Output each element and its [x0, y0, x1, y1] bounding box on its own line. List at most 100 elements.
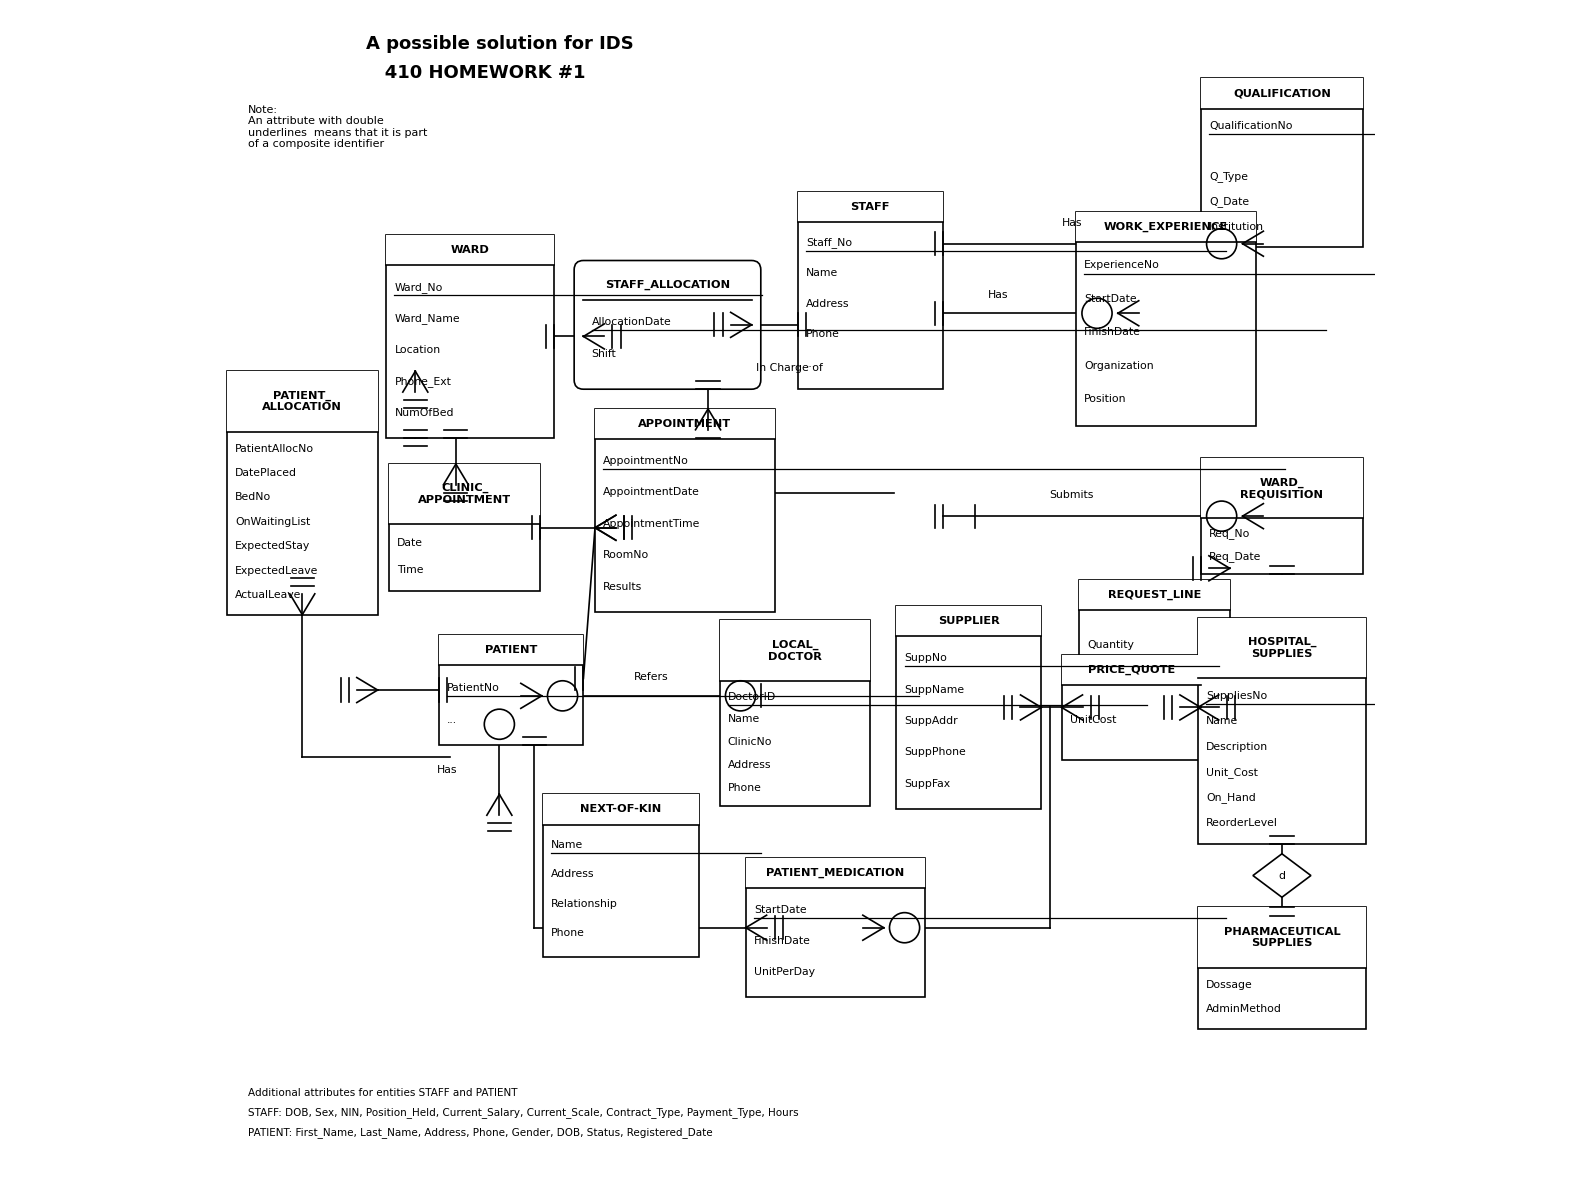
Text: Phone_Ext: Phone_Ext	[394, 376, 452, 387]
Bar	[1080, 580, 1229, 610]
Bar	[1197, 907, 1366, 1029]
Text: BedNo: BedNo	[235, 492, 272, 503]
Bar	[439, 635, 584, 665]
Text: Req_No: Req_No	[1208, 529, 1250, 539]
Text: ExpectedLeave: ExpectedLeave	[235, 565, 318, 576]
Bar	[1062, 655, 1200, 759]
Text: Refers: Refers	[634, 672, 669, 683]
Text: SuppAddr: SuppAddr	[905, 716, 959, 726]
Text: Shift: Shift	[591, 349, 617, 360]
Bar	[542, 795, 700, 825]
Bar	[390, 464, 541, 524]
Text: PATIENT: PATIENT	[485, 645, 537, 655]
Text: SUPPLIER: SUPPLIER	[938, 616, 1000, 626]
Text: Time: Time	[398, 565, 425, 575]
Bar	[798, 192, 943, 388]
Text: Name: Name	[806, 269, 838, 278]
Text: PATIENT: First_Name, Last_Name, Address, Phone, Gender, DOB, Status, Registered_: PATIENT: First_Name, Last_Name, Address,…	[248, 1127, 712, 1138]
Bar	[897, 606, 1041, 809]
Text: 410 HOMEWORK #1: 410 HOMEWORK #1	[366, 64, 585, 82]
Text: SuppFax: SuppFax	[905, 778, 951, 789]
Text: Additional attributes for entities STAFF and PATIENT: Additional attributes for entities STAFF…	[248, 1087, 517, 1098]
Text: OnWaitingList: OnWaitingList	[235, 517, 310, 526]
Text: LOCAL_
DOCTOR: LOCAL_ DOCTOR	[768, 640, 822, 661]
Bar	[595, 409, 774, 439]
Text: DatePlaced: DatePlaced	[235, 468, 297, 478]
Text: Description: Description	[1205, 742, 1269, 751]
Text: Note:
An attribute with double
underlines  means that it is part
of a composite : Note: An attribute with double underline…	[248, 104, 428, 149]
Bar	[1076, 212, 1256, 243]
Text: Name: Name	[1205, 716, 1239, 726]
Text: FinishDate: FinishDate	[1084, 328, 1142, 337]
Bar	[746, 858, 925, 888]
Bar	[439, 635, 584, 745]
Text: PatientAllocNo: PatientAllocNo	[235, 444, 315, 453]
Text: Q_Type: Q_Type	[1208, 170, 1248, 182]
Text: StartDate: StartDate	[754, 905, 806, 916]
Text: RoomNo: RoomNo	[603, 550, 649, 561]
Text: Address: Address	[806, 298, 849, 309]
Text: ...: ...	[806, 360, 816, 369]
Bar	[1197, 618, 1366, 678]
Text: Has: Has	[987, 290, 1008, 299]
Text: CLINIC_
APPOINTMENT: CLINIC_ APPOINTMENT	[418, 483, 510, 505]
Text: Unit_Cost: Unit_Cost	[1205, 767, 1258, 777]
Text: Has: Has	[1062, 218, 1083, 228]
Bar	[1200, 78, 1363, 246]
Text: NEXT-OF-KIN: NEXT-OF-KIN	[580, 804, 661, 814]
Text: ReorderLevel: ReorderLevel	[1205, 819, 1278, 828]
Text: Dossage: Dossage	[1205, 980, 1253, 990]
Text: HOSPITAL_
SUPPLIES: HOSPITAL_ SUPPLIES	[1248, 636, 1317, 659]
Text: SuppPhone: SuppPhone	[905, 748, 967, 757]
Text: Name: Name	[552, 840, 584, 851]
Bar	[542, 795, 700, 957]
Text: StartDate: StartDate	[1084, 293, 1137, 304]
Bar	[1080, 580, 1229, 684]
Text: Phone: Phone	[728, 783, 762, 793]
Text: Has: Has	[437, 764, 458, 775]
Text: APPOINTMENT: APPOINTMENT	[638, 419, 731, 429]
Text: Institution: Institution	[1208, 221, 1264, 232]
Text: Ward_No: Ward_No	[394, 282, 444, 292]
Text: FinishDate: FinishDate	[754, 936, 811, 946]
Text: AppointmentTime: AppointmentTime	[603, 519, 701, 529]
Text: ExpectedStay: ExpectedStay	[235, 542, 310, 551]
Text: d: d	[1278, 871, 1285, 880]
Text: Relationship: Relationship	[552, 899, 619, 909]
Text: AdminMethod: AdminMethod	[1205, 1004, 1282, 1015]
Text: ClinicNo: ClinicNo	[728, 737, 773, 748]
Text: STAFF_ALLOCATION: STAFF_ALLOCATION	[604, 279, 730, 290]
Bar	[798, 192, 943, 221]
Text: STAFF: STAFF	[851, 201, 890, 212]
Text: On_Hand: On_Hand	[1205, 793, 1256, 803]
Text: AppointmentNo: AppointmentNo	[603, 455, 688, 466]
Text: PRICE_QUOTE: PRICE_QUOTE	[1088, 665, 1175, 675]
Text: In Charge of: In Charge of	[755, 363, 822, 374]
Bar	[1076, 212, 1256, 426]
Text: QUALIFICATION: QUALIFICATION	[1232, 89, 1331, 98]
Text: A possible solution for IDS: A possible solution for IDS	[366, 35, 634, 53]
Bar	[746, 858, 925, 997]
Text: Date: Date	[398, 538, 423, 548]
Bar	[584, 270, 752, 300]
Text: PATIENT_MEDICATION: PATIENT_MEDICATION	[766, 868, 905, 878]
Text: QualificationNo: QualificationNo	[1208, 121, 1293, 131]
Text: ExperienceNo: ExperienceNo	[1084, 260, 1161, 271]
Text: DoctorID: DoctorID	[728, 692, 776, 702]
Text: Staff_No: Staff_No	[806, 238, 852, 248]
Text: Results: Results	[603, 582, 642, 592]
Text: Address: Address	[552, 870, 595, 879]
Bar	[595, 409, 774, 612]
Bar	[227, 371, 378, 432]
Text: Address: Address	[728, 759, 771, 770]
Text: Ward_Name: Ward_Name	[394, 313, 460, 324]
Bar	[386, 235, 555, 265]
Text: Location: Location	[394, 345, 440, 355]
Text: Req_Date: Req_Date	[1208, 551, 1261, 562]
Bar	[390, 464, 541, 592]
Bar	[1062, 655, 1200, 685]
Text: Phone: Phone	[806, 329, 840, 340]
Text: Quantity: Quantity	[1088, 640, 1134, 649]
Bar	[1200, 78, 1363, 109]
Text: Name: Name	[728, 715, 760, 724]
